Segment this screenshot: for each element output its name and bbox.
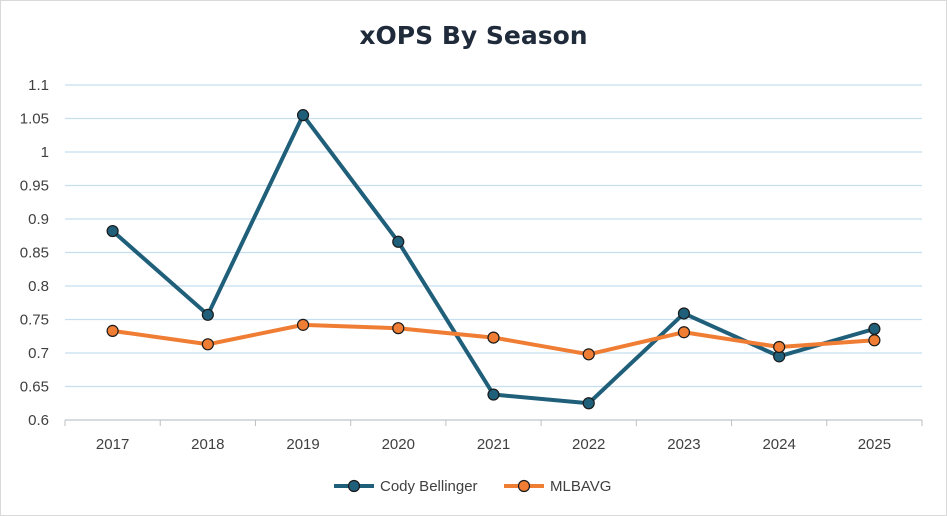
y-tick-label: 0.75 (20, 312, 49, 329)
x-tick-label: 2018 (191, 436, 224, 453)
x-tick-label: 2017 (96, 436, 129, 453)
x-axis: 2017 2018 2019 2020 2021 2022 2023 2024 2025 (64, 419, 923, 453)
data-point (201, 338, 214, 351)
data-point (392, 235, 405, 248)
y-tick-label: 1 (41, 144, 49, 161)
legend-marker (347, 479, 361, 493)
data-point (868, 334, 881, 347)
x-tick-label: 2023 (667, 436, 700, 453)
y-tick-label: 0.85 (20, 245, 49, 262)
x-tick-label: 2020 (382, 436, 415, 453)
data-point (106, 324, 119, 337)
data-point (582, 348, 595, 361)
y-tick-label: 1.1 (28, 77, 49, 94)
y-tick-label: 1.05 (20, 111, 49, 128)
data-point (201, 308, 214, 321)
x-tick-label: 2025 (858, 436, 891, 453)
legend: Cody Bellinger MLBAVG (334, 478, 611, 495)
x-tick-label: 2024 (762, 436, 795, 453)
y-tick-label: 0.6 (28, 412, 49, 429)
data-point (677, 307, 691, 320)
data-point (487, 331, 500, 344)
data-point (487, 388, 500, 401)
series-lines (106, 109, 881, 410)
y-tick-label: 0.65 (20, 379, 49, 396)
y-tick-label: 0.8 (28, 278, 49, 295)
data-point (106, 224, 119, 238)
gridlines (65, 84, 922, 421)
data-point (773, 340, 786, 354)
series-line (111, 113, 875, 406)
y-tick-label: 0.9 (28, 211, 49, 228)
y-axis-labels: 1.1 1.05 1 0.95 0.9 0.85 0.8 0.75 0.7 0.65 0.6 (20, 77, 49, 429)
legend-label: MLBAVG (550, 478, 611, 495)
legend-marker (517, 479, 531, 493)
x-tick-label: 2021 (477, 436, 510, 453)
y-tick-label: 0.95 (20, 178, 49, 195)
data-point (296, 109, 310, 122)
y-tick-label: 0.7 (28, 345, 49, 362)
data-point (296, 318, 310, 331)
data-point (677, 326, 691, 339)
chart-title: xOPS By Season (359, 21, 588, 50)
data-point (392, 322, 405, 335)
x-tick-label: 2022 (572, 436, 605, 453)
legend-label: Cody Bellinger (380, 478, 478, 495)
x-tick-label: 2019 (286, 436, 319, 453)
data-point (868, 322, 881, 335)
data-point (582, 397, 595, 410)
